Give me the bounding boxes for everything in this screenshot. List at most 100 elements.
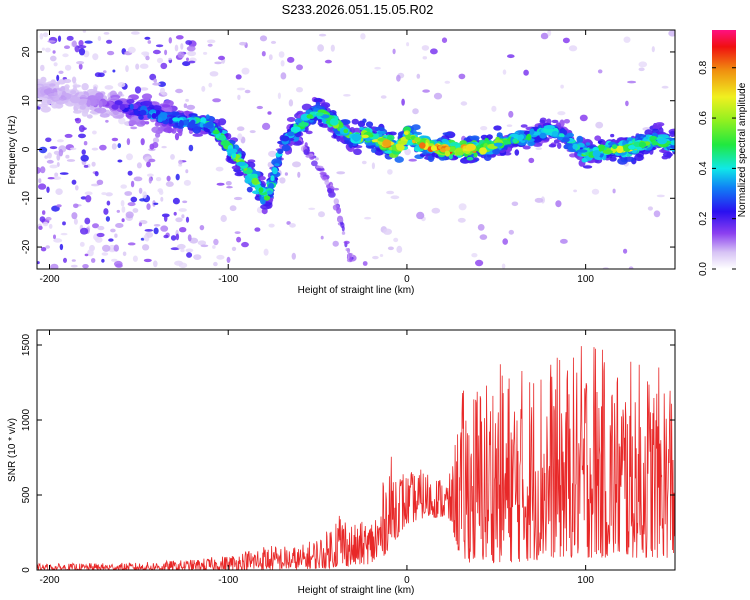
heatmap-speckle — [66, 35, 74, 41]
heatmap-ridge-blob — [192, 133, 203, 137]
heatmap-speckle — [186, 252, 193, 258]
heatmap-speckle — [94, 72, 102, 78]
heatmap-speckle — [396, 74, 401, 82]
heatmap-ridge-blob — [662, 152, 673, 158]
x-tick-label: 0 — [404, 274, 410, 285]
heatmap-ridge-blob — [271, 158, 282, 166]
heatmap-speckle — [185, 248, 194, 253]
heatmap-speckle — [38, 178, 42, 184]
heatmap-speckle — [60, 232, 68, 236]
heatmap-speckle — [408, 158, 418, 162]
y-tick-label: 10 — [21, 95, 32, 107]
heatmap-ridge-blob — [306, 114, 313, 119]
heatmap-ridge-blob — [539, 132, 547, 139]
heatmap-ridge-blob — [362, 118, 367, 123]
heatmap-ridge-blob — [337, 122, 344, 128]
heatmap-speckle — [96, 179, 104, 185]
heatmap-speckle — [143, 234, 148, 241]
heatmap-speckle — [127, 242, 136, 246]
heatmap-ridge-blob — [140, 120, 147, 125]
heatmap-speckle — [444, 80, 451, 84]
heatmap-ridge-blob — [261, 208, 268, 215]
heatmap-speckle — [142, 191, 147, 199]
heatmap-speckle — [458, 73, 466, 80]
heatmap-ridge-blob — [512, 138, 518, 144]
heatmap-speckle — [320, 235, 324, 240]
heatmap-speckle — [117, 159, 123, 163]
y-tick-label: 500 — [21, 486, 32, 503]
heatmap-speckle — [185, 169, 189, 174]
heatmap-speckle — [54, 172, 59, 177]
heatmap-speckle — [225, 181, 232, 186]
heatmap-ridge-blob — [563, 119, 571, 124]
heatmap-ridge-blob — [212, 129, 220, 135]
heatmap-speckle — [105, 192, 113, 197]
heatmap-ridge-blob — [218, 134, 227, 141]
heatmap-speckle — [101, 258, 105, 263]
heatmap-speckle — [208, 82, 213, 88]
heatmap-speckle — [573, 189, 577, 193]
heatmap-speckle — [75, 117, 82, 124]
heatmap-ridge-blob — [374, 148, 385, 156]
heatmap-speckle — [39, 33, 44, 40]
heatmap-speckle — [115, 223, 124, 228]
heatmap-speckle — [45, 245, 50, 249]
heatmap-ridge-blob — [55, 99, 66, 105]
heatmap-speckle — [187, 50, 197, 57]
heatmap-speckle — [185, 40, 193, 45]
heatmap-speckle — [568, 45, 578, 52]
heatmap-speckle — [280, 60, 285, 67]
heatmap-speckle — [92, 130, 97, 135]
heatmap-speckle — [132, 255, 138, 262]
heatmap-speckle — [140, 138, 145, 146]
heatmap-speckle — [209, 71, 219, 77]
heatmap-speckle — [289, 223, 296, 228]
heatmap-speckle — [126, 153, 133, 161]
heatmap-speckle — [71, 259, 76, 262]
heatmap-speckle — [84, 217, 91, 225]
heatmap-speckle — [101, 252, 109, 256]
colorbar-ticks: 0.0 0.2 0.4 0.6 0.8 — [698, 60, 736, 276]
heatmap-speckle — [386, 190, 395, 195]
heatmap-speckle — [49, 146, 58, 150]
heatmap-speckle — [324, 59, 332, 64]
heatmap-speckle — [458, 203, 467, 211]
heatmap-speckle — [131, 31, 140, 35]
heatmap-speckle — [189, 237, 199, 244]
heatmap-speckle — [92, 223, 99, 229]
heatmap-speckle — [84, 191, 93, 196]
heatmap-speckle — [90, 183, 100, 187]
heatmap-speckle — [668, 30, 675, 37]
heatmap-speckle — [110, 228, 116, 233]
heatmap-speckle — [148, 158, 156, 163]
heatmap-speckle — [653, 210, 661, 218]
heatmap-ridge-blob — [441, 138, 449, 143]
heatmap-speckle — [145, 55, 150, 61]
heatmap-speckle — [638, 67, 645, 72]
heatmap-speckle — [143, 258, 152, 263]
heatmap-speckle — [560, 84, 564, 89]
heatmap-speckle — [540, 32, 549, 40]
heatmap-speckle — [480, 126, 488, 131]
heatmap-ridge-blob — [178, 119, 184, 128]
heatmap-speckle — [277, 92, 281, 100]
heatmap-ridge-blob — [281, 144, 291, 152]
heatmap-speckle — [94, 171, 99, 177]
heatmap-speckle — [59, 172, 69, 175]
heatmap-speckle — [44, 155, 49, 159]
heatmap-speckle — [132, 208, 139, 213]
heatmap-ridge-blob — [178, 129, 183, 137]
heatmap-speckle — [160, 62, 168, 70]
x-tick-label: -100 — [218, 575, 238, 586]
heatmap-speckle — [134, 86, 142, 94]
snr-x-axis-label: Height of straight line (km) — [298, 585, 415, 596]
heatmap-speckle — [506, 124, 513, 127]
heatmap-speckle — [75, 185, 79, 191]
heatmap-ridge-blob — [290, 126, 301, 133]
heatmap-speckle — [103, 208, 109, 215]
heatmap-speckle — [59, 243, 64, 251]
heatmap-speckle — [37, 261, 40, 265]
heatmap-speckle — [163, 234, 169, 239]
heatmap-speckle — [45, 47, 51, 53]
